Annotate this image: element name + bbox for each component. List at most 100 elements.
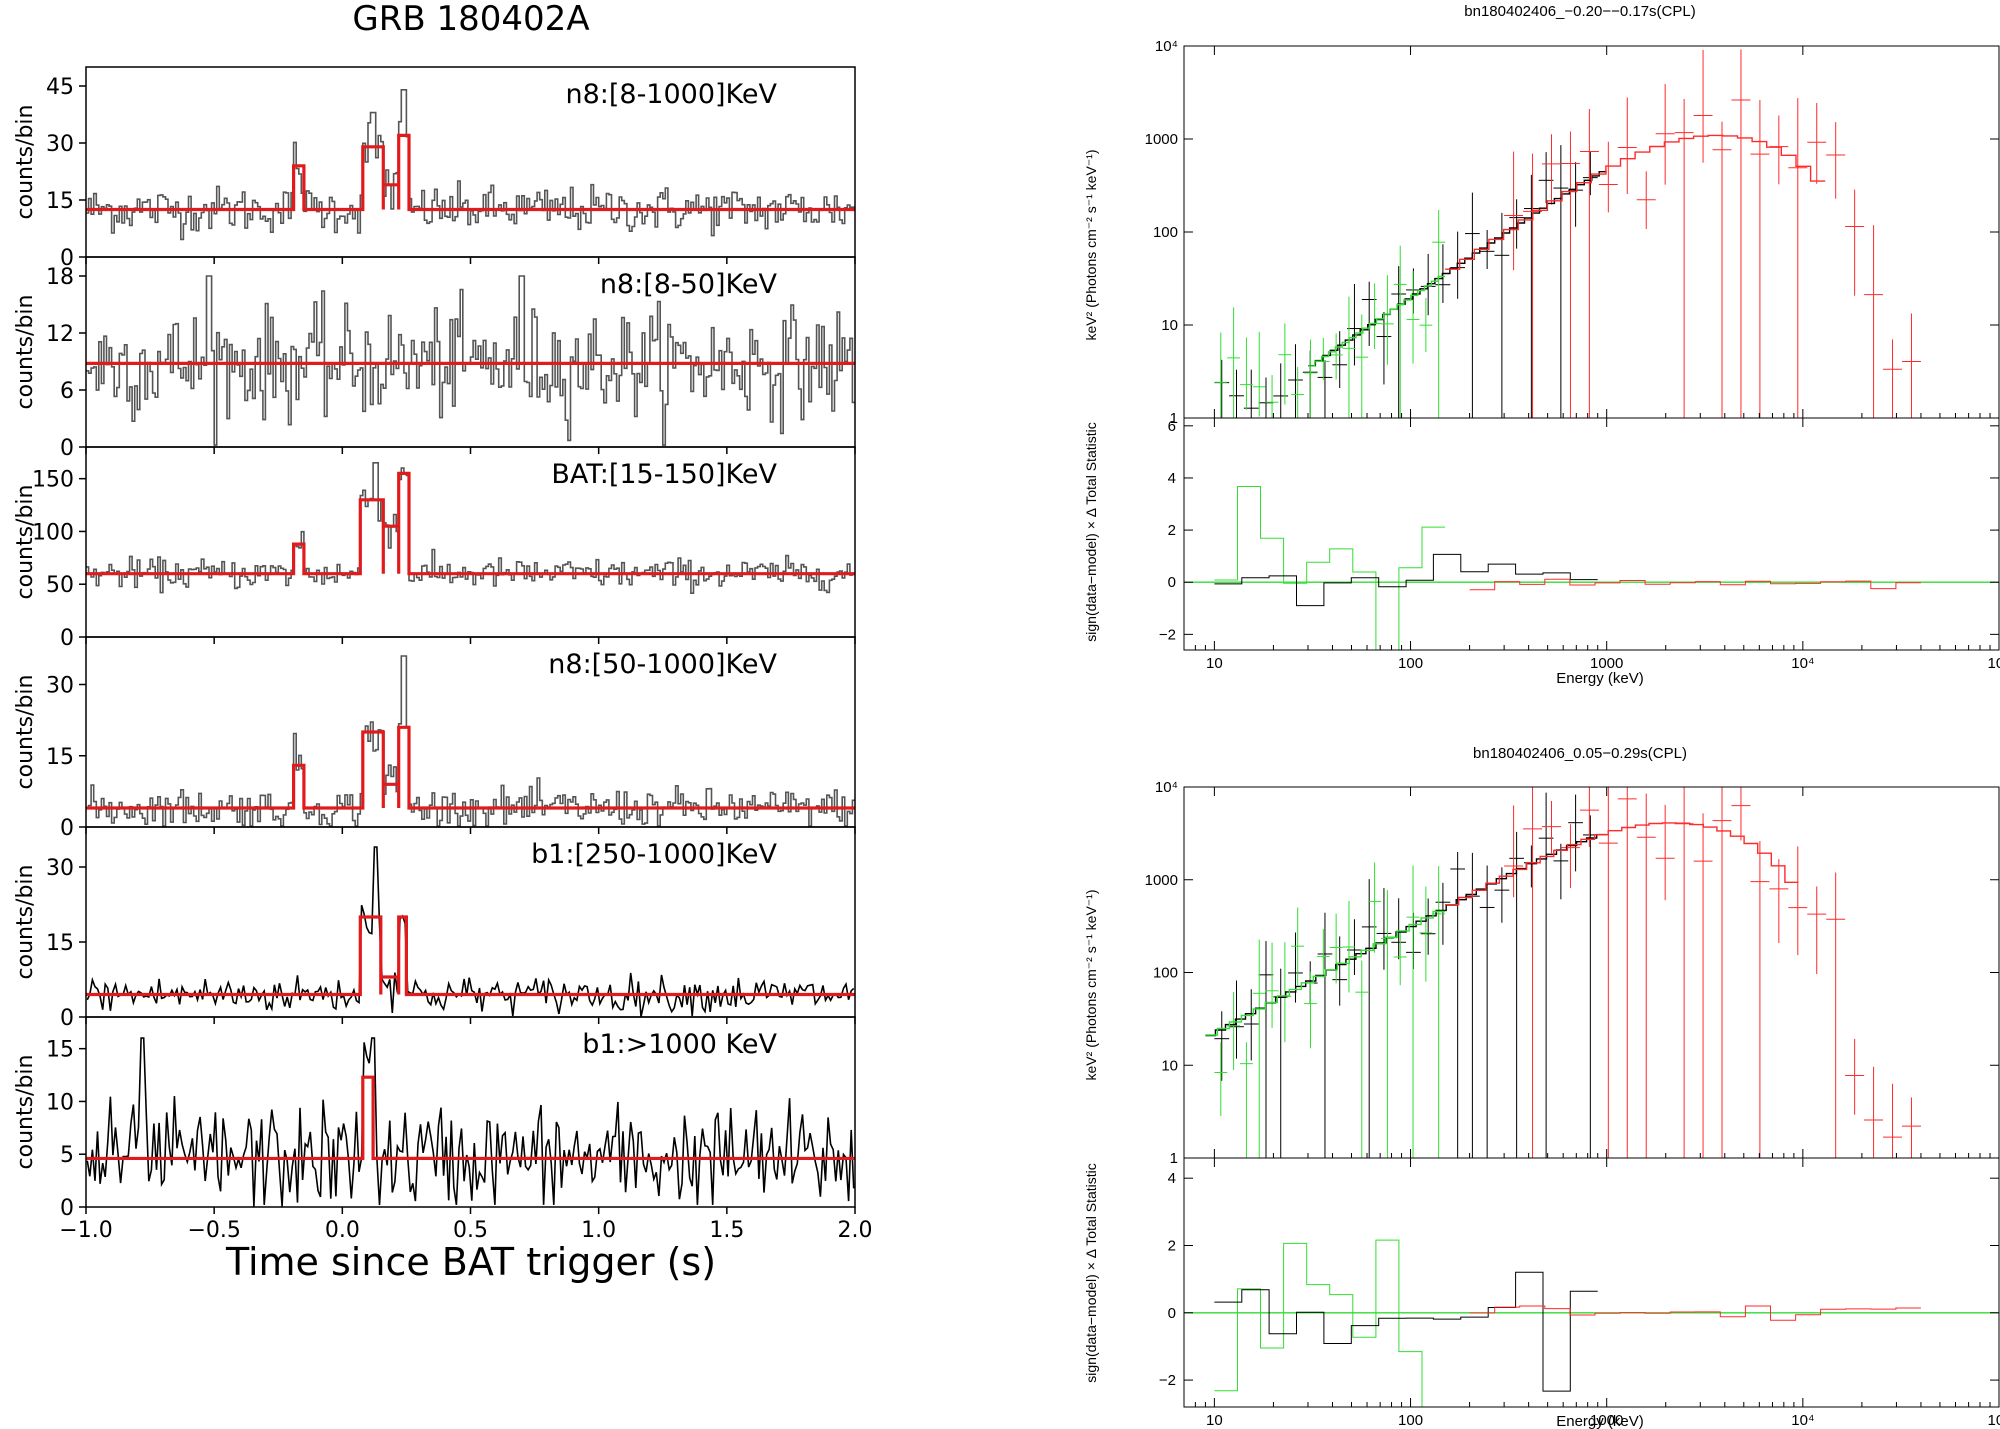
lightcurve-panel-label: BAT:[15-150]KeV	[551, 459, 777, 490]
spectrum-resid-ytick-label: 4	[1168, 1170, 1176, 1187]
spectrum-xtick-label: 10⁵	[1988, 1412, 2000, 1429]
lightcurve-xtick-label: 1.5	[709, 1218, 744, 1243]
spectrum-resid-line	[1214, 1271, 1598, 1392]
spectrum-ytick-label: 1000	[1145, 872, 1178, 889]
lightcurve-ytick-label: 30	[46, 674, 74, 699]
lightcurve-data-line	[86, 655, 855, 827]
spectrum-bottom-xlabel: Energy (keV)	[1556, 1413, 1644, 1429]
lightcurve-data	[86, 462, 855, 594]
lightcurve-data-line	[86, 275, 855, 446]
lightcurve-ytick-label: 30	[46, 132, 74, 157]
spectrum-resid-line	[1469, 578, 1921, 591]
spectrum-ytick-label: 100	[1153, 965, 1178, 982]
lightcurve-ytick-label: 10	[46, 1090, 74, 1115]
lightcurve-ytick-label: 18	[46, 265, 74, 290]
spectrum-main-frame	[1183, 786, 2000, 1159]
spectrum-ytick-label: 10	[1161, 317, 1178, 334]
spectrum-resid-ytick-label: 6	[1168, 418, 1176, 435]
lightcurve-panel-label: n8:[50-1000]KeV	[548, 649, 777, 680]
spectrum-resid-ytick-label: 4	[1168, 470, 1176, 487]
spectrum-model-line	[1205, 910, 1446, 1036]
lightcurve-ytick-label: 6	[60, 379, 74, 404]
spectrum-xtick-label: 100	[1398, 655, 1423, 672]
spectrum-resid-line	[1214, 486, 1446, 650]
lightcurve-xlabel: Time since BAT trigger (s)	[225, 1240, 716, 1284]
spectrum-model-line	[1445, 822, 1799, 906]
lightcurve-xtick-label: 0.5	[453, 1218, 488, 1243]
lightcurve-model-line	[86, 133, 855, 212]
lightcurve-ytick-label: 0	[60, 816, 74, 841]
lightcurve-ytick-label: 50	[46, 573, 74, 598]
lightcurve-panel: 0 15 30 n8:[50-1000]KeV counts/bin	[13, 636, 856, 841]
spectrum-top: bn180402406_−0.20−−0.17s(CPL) Energy (ke…	[1083, 3, 2000, 687]
lightcurve-data-line	[86, 846, 855, 1017]
lightcurve-ylabel: counts/bin	[13, 485, 38, 600]
spectrum-xtick-label: 1000	[1590, 655, 1623, 672]
lightcurve-model-line	[86, 471, 855, 576]
spectrum-resid-frame	[1183, 417, 2000, 651]
lightcurve-ytick-label: 15	[46, 189, 74, 214]
spectrum-ytick-label: 10⁴	[1155, 779, 1178, 796]
spectrum-bottom-title: bn180402406_0.05−0.29s(CPL)	[1473, 745, 1687, 762]
lightcurve-panel-label: n8:[8-1000]KeV	[565, 79, 777, 110]
spectrum-top-resid-ylabel: sign(data−model) × Δ Total Statistic	[1083, 422, 1099, 641]
spectrum-xtick-label: 1000	[1590, 1412, 1623, 1429]
lightcurve-data-line	[86, 1037, 855, 1207]
spectrum-xtick-label: 100	[1398, 1412, 1423, 1429]
spectrum-ytick-label: 100	[1153, 224, 1178, 241]
lightcurve-xtick-label: 2.0	[838, 1218, 873, 1243]
spectrum-resid-ytick-label: 0	[1168, 1305, 1176, 1322]
lightcurve-ylabel: counts/bin	[13, 865, 38, 980]
lightcurve-xtick-label: −0.5	[187, 1218, 240, 1243]
lightcurve-model-line	[86, 915, 855, 997]
lightcurve-ytick-label: 150	[32, 468, 74, 493]
lightcurve-ylabel: counts/bin	[13, 105, 38, 220]
lightcurve-panel: 0 50 100 150 BAT:[15-150]KeV counts/bin	[13, 446, 856, 651]
lightcurve-title: GRB 180402A	[352, 0, 589, 39]
lightcurve-ytick-label: 45	[46, 75, 74, 100]
lightcurve-ytick-label: 15	[46, 745, 74, 770]
lightcurve-panel-label: b1:>1000 KeV	[582, 1029, 777, 1060]
lightcurve-stack: GRB 180402A Time since BAT trigger (s) 0…	[13, 0, 873, 1284]
lightcurve-ylabel: counts/bin	[13, 1055, 38, 1170]
lightcurve-data	[86, 655, 855, 827]
lightcurve-ytick-label: 0	[60, 246, 74, 271]
lightcurve-ylabel: counts/bin	[13, 295, 38, 410]
spectrum-resid-ytick-label: −2	[1159, 1372, 1176, 1389]
lightcurve-data	[86, 275, 855, 446]
lightcurve-ytick-label: 12	[46, 322, 74, 347]
spectrum-xtick-label: 10⁵	[1988, 655, 2000, 672]
spectrum-resid-ytick-label: 2	[1168, 522, 1176, 539]
spectrum-xtick-label: 10	[1206, 655, 1223, 672]
lightcurve-ytick-label: 0	[60, 1006, 74, 1031]
spectrum-bottom-resid-ylabel: sign(data−model) × Δ Total Statistic	[1083, 1163, 1099, 1382]
spectrum-top-title: bn180402406_−0.20−−0.17s(CPL)	[1464, 3, 1695, 20]
spectrum-model-line	[1308, 275, 1446, 367]
spectrum-resid-data	[1184, 486, 1999, 650]
spectrum-resid-line	[1214, 553, 1598, 607]
lightcurve-xtick-label: −1.0	[59, 1218, 112, 1243]
spectrum-resid-line	[1469, 1305, 1921, 1321]
lightcurve-ytick-label: 15	[46, 1038, 74, 1063]
spectrum-top-xlabel: Energy (keV)	[1556, 670, 1644, 687]
spectrum-xtick-label: 10⁴	[1791, 655, 1814, 672]
spectrum-resid-ytick-label: 2	[1168, 1237, 1176, 1254]
spectrum-main-data	[1214, 49, 1921, 418]
lightcurve-data	[86, 1037, 855, 1207]
spectrum-resid-ytick-label: −2	[1159, 626, 1176, 643]
lightcurve-model-line	[86, 1075, 855, 1161]
spectrum-ytick-label: 10⁴	[1155, 38, 1178, 55]
spectrum-top-ylabel: keV² (Photons cm⁻² s⁻¹ keV⁻¹)	[1083, 150, 1099, 341]
spectrum-bottom: bn180402406_0.05−0.29s(CPL) Energy (keV)…	[1083, 745, 2000, 1429]
spectrum-bottom-ylabel: keV² (Photons cm⁻² s⁻¹ keV⁻¹)	[1083, 890, 1099, 1081]
lightcurve-ytick-label: 0	[60, 1196, 74, 1221]
lightcurve-panel: 0 5 10 15 −1.0 −0.5 0.0 0.5 1.0 1.5 2.0 b1:>1000 Ke…	[13, 1016, 873, 1243]
lightcurve-ytick-label: 0	[60, 436, 74, 461]
lightcurve-xtick-label: 1.0	[581, 1218, 616, 1243]
lightcurve-ytick-label: 5	[60, 1143, 74, 1168]
lightcurve-ytick-label: 0	[60, 626, 74, 651]
spectrum-model-line	[1308, 171, 1607, 367]
spectrum-ytick-label: 1	[1170, 410, 1178, 427]
spectrum-xtick-label: 10⁴	[1791, 1412, 1814, 1429]
